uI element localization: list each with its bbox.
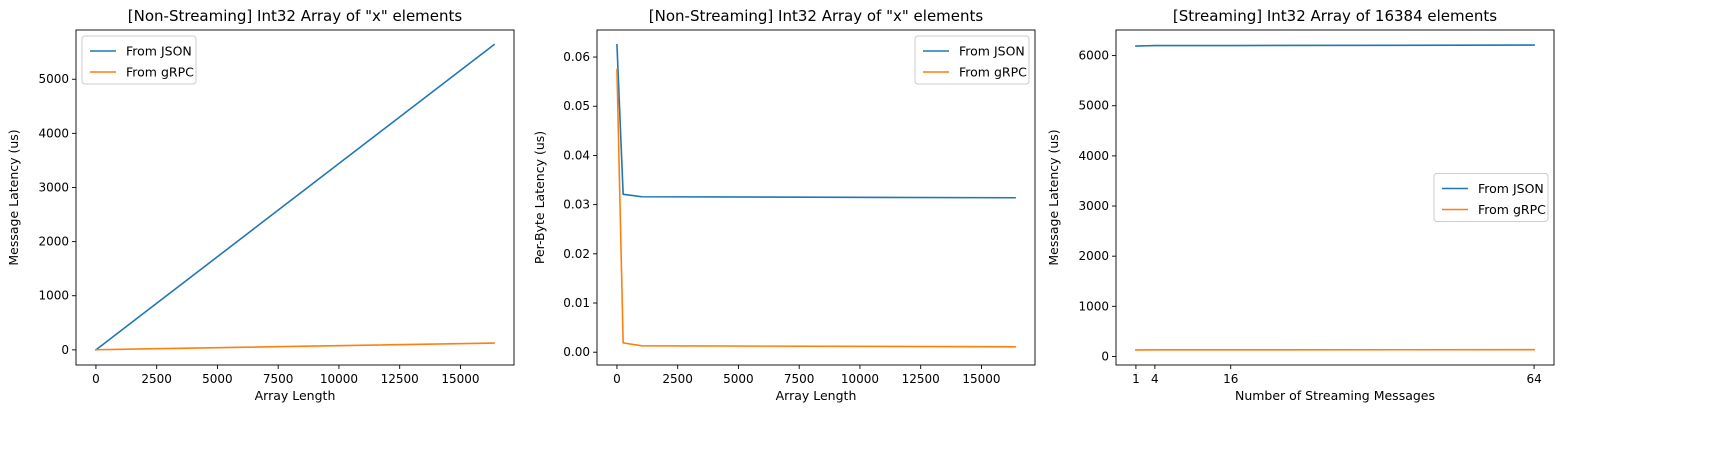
x-tick-label: 15000 xyxy=(962,372,1000,386)
x-tick-label: 4 xyxy=(1151,372,1159,386)
legend-label: From gRPC xyxy=(959,65,1027,80)
y-axis-label: Per-Byte Latency (us) xyxy=(532,131,547,264)
legend-label: From gRPC xyxy=(126,65,194,80)
y-tick-label: 0 xyxy=(61,343,69,357)
x-tick-label: 7500 xyxy=(784,372,815,386)
x-tick-label: 7500 xyxy=(263,372,294,386)
legend: From JSON From gRPC xyxy=(914,35,1030,85)
chart-panel-2: [Non-Streaming] Int32 Array of "x" eleme… xyxy=(532,7,1036,403)
legend: From JSON From gRPC xyxy=(81,35,197,85)
x-axis-label: Number of Streaming Messages xyxy=(1235,388,1435,403)
y-tick-label: 6000 xyxy=(1078,49,1109,63)
x-axis-label: Array Length xyxy=(255,388,336,403)
x-tick-label: 2500 xyxy=(662,372,693,386)
series-line-1 xyxy=(1135,44,1535,47)
y-tick-label: 3000 xyxy=(1078,199,1109,213)
y-tick-label: 2000 xyxy=(1078,249,1109,263)
series-line-1 xyxy=(94,43,496,351)
x-tick-label: 10000 xyxy=(841,372,879,386)
y-tick-label: 0.05 xyxy=(563,99,590,113)
series-line-2 xyxy=(616,68,1016,348)
x-tick-label: 10000 xyxy=(320,372,358,386)
x-tick-label: 0 xyxy=(92,372,100,386)
y-axis-label: Message Latency (us) xyxy=(1046,129,1061,265)
y-tick-label: 0 xyxy=(1101,349,1109,363)
series-line-1 xyxy=(616,43,1016,199)
y-tick-label: 4000 xyxy=(1078,149,1109,163)
chart-title: [Non-Streaming] Int32 Array of "x" eleme… xyxy=(128,7,463,25)
chart-title: [Non-Streaming] Int32 Array of "x" eleme… xyxy=(649,7,984,25)
chart-panel-1: [Non-Streaming] Int32 Array of "x" eleme… xyxy=(6,7,515,403)
x-tick-label: 15000 xyxy=(441,372,479,386)
x-tick-label: 5000 xyxy=(202,372,233,386)
chart-panel-3: [Streaming] Int32 Array of 16384 element… xyxy=(1046,7,1555,403)
y-tick-label: 0.06 xyxy=(563,50,590,64)
plot-frame xyxy=(1115,29,1555,366)
plot-frame xyxy=(596,29,1036,366)
legend-label: From JSON xyxy=(126,44,192,59)
y-tick-label: 0.01 xyxy=(563,296,590,310)
series-line-2 xyxy=(95,342,495,351)
y-tick-label: 2000 xyxy=(38,235,69,249)
y-tick-label: 3000 xyxy=(38,180,69,194)
x-tick-label: 16 xyxy=(1223,372,1238,386)
y-tick-label: 5000 xyxy=(1078,99,1109,113)
x-tick-label: 0 xyxy=(613,372,621,386)
y-tick-label: 4000 xyxy=(38,126,69,140)
x-axis-label: Array Length xyxy=(776,388,857,403)
chart-title: [Streaming] Int32 Array of 16384 element… xyxy=(1173,7,1497,25)
y-tick-label: 1000 xyxy=(1078,299,1109,313)
legend: From JSON From gRPC xyxy=(1433,173,1549,222)
y-tick-label: 0.00 xyxy=(563,345,590,359)
legend-label: From JSON xyxy=(959,44,1025,59)
plot-frame xyxy=(75,29,515,366)
x-tick-label: 5000 xyxy=(723,372,754,386)
y-tick-label: 0.02 xyxy=(563,247,590,261)
y-tick-label: 5000 xyxy=(38,72,69,86)
y-axis-label: Message Latency (us) xyxy=(6,129,21,265)
legend-label: From JSON xyxy=(1478,181,1544,196)
y-tick-label: 0.04 xyxy=(563,148,590,162)
x-tick-label: 12500 xyxy=(902,372,940,386)
x-tick-label: 64 xyxy=(1526,372,1541,386)
legend-label: From gRPC xyxy=(1478,202,1546,217)
y-tick-label: 1000 xyxy=(38,289,69,303)
y-tick-label: 0.03 xyxy=(563,198,590,212)
x-tick-label: 1 xyxy=(1132,372,1140,386)
x-tick-label: 12500 xyxy=(381,372,419,386)
x-tick-label: 2500 xyxy=(141,372,172,386)
